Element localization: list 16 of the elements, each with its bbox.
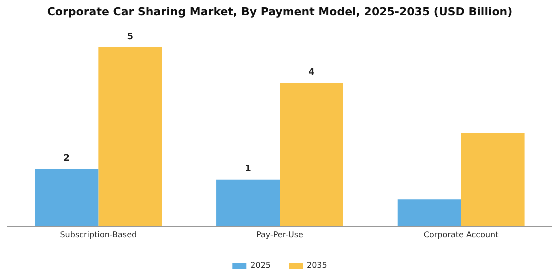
data-label: 2	[64, 154, 70, 164]
x-tick-label: Subscription-Based	[60, 230, 138, 240]
legend-label: 2035	[307, 261, 328, 270]
bar	[461, 133, 525, 226]
chart-title: Corporate Car Sharing Market, By Payment Model, 2025-2035 (USD Billion)	[47, 5, 513, 18]
x-tick-label: Pay-Per-Use	[256, 230, 304, 240]
data-label: 5	[127, 32, 134, 42]
bar	[280, 83, 344, 226]
bar	[98, 48, 162, 226]
bar	[398, 200, 462, 226]
bar	[216, 180, 280, 226]
data-label: 4	[308, 68, 315, 78]
data-label: 1	[245, 164, 252, 175]
bar	[35, 169, 99, 226]
x-tick-label: Corporate Account	[424, 230, 499, 240]
legend-label: 2025	[250, 261, 271, 270]
